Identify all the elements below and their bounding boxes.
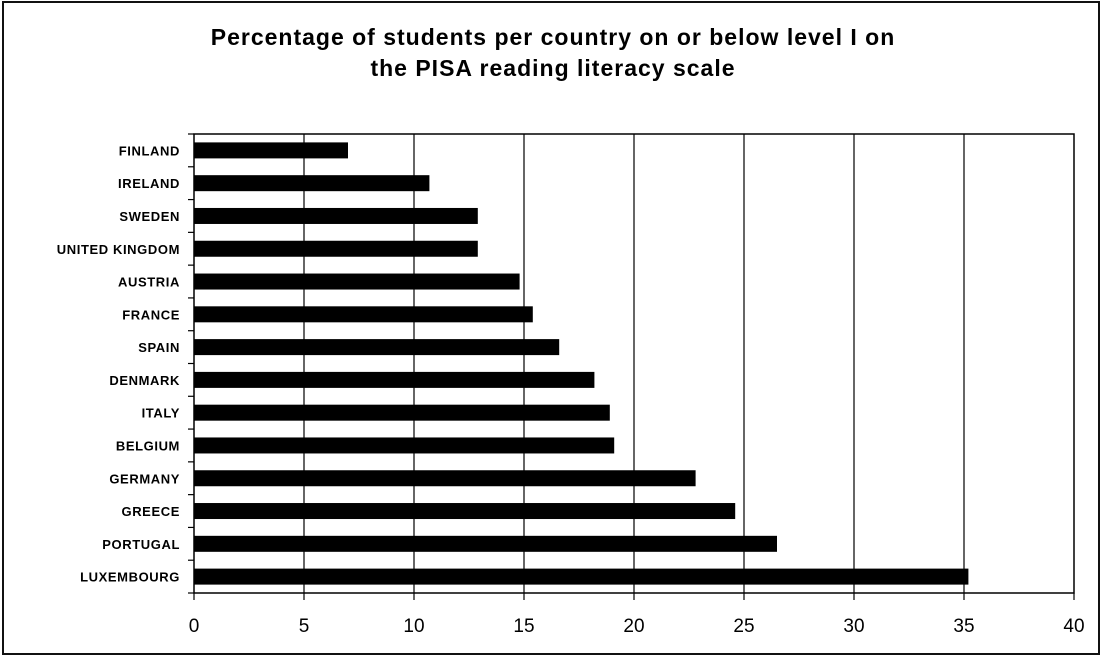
category-label-italy: ITALY — [142, 406, 180, 421]
category-label-belgium: BELGIUM — [116, 438, 180, 453]
bar-austria — [194, 273, 520, 290]
category-label-sweden: SWEDEN — [119, 209, 180, 224]
bar-italy — [194, 404, 610, 421]
x-tick-label-40: 40 — [1063, 616, 1084, 637]
bar-sweden — [194, 207, 478, 224]
category-label-france: FRANCE — [122, 307, 180, 322]
bar-luxembourg — [194, 568, 969, 585]
bar-ireland — [194, 175, 430, 192]
x-tick-label-20: 20 — [623, 616, 644, 637]
x-tick-label-10: 10 — [403, 616, 424, 637]
bar-greece — [194, 503, 736, 520]
category-label-ireland: IRELAND — [118, 176, 180, 191]
bar-portugal — [194, 535, 777, 552]
bar-denmark — [194, 371, 595, 388]
category-label-germany: GERMANY — [109, 471, 180, 486]
bar-france — [194, 306, 533, 323]
bar-finland — [194, 142, 348, 159]
x-tick-label-30: 30 — [843, 616, 864, 637]
chart-title: Percentage of students per country on or… — [0, 22, 1106, 84]
x-tick-label-15: 15 — [513, 616, 534, 637]
category-label-spain: SPAIN — [138, 340, 180, 355]
category-label-denmark: DENMARK — [109, 373, 180, 388]
chart-title-line-1: Percentage of students per country on or… — [210, 24, 896, 50]
x-tick-label-35: 35 — [953, 616, 974, 637]
x-tick-label-0: 0 — [189, 616, 200, 637]
category-label-greece: GREECE — [121, 504, 180, 519]
bar-spain — [194, 339, 560, 356]
chart-title-line-2: the PISA reading literacy scale — [370, 55, 736, 81]
category-label-portugal: PORTUGAL — [102, 537, 180, 552]
x-tick-label-5: 5 — [299, 616, 310, 637]
bar-germany — [194, 470, 696, 487]
category-label-luxembourg: LUXEMBOURG — [80, 570, 180, 585]
bar-united-kingdom — [194, 240, 478, 257]
bar-belgium — [194, 437, 615, 454]
category-label-austria: AUSTRIA — [118, 275, 180, 290]
x-tick-label-25: 25 — [733, 616, 754, 637]
category-label-united-kingdom: UNITED KINGDOM — [57, 242, 180, 257]
category-label-finland: FINLAND — [119, 143, 180, 158]
